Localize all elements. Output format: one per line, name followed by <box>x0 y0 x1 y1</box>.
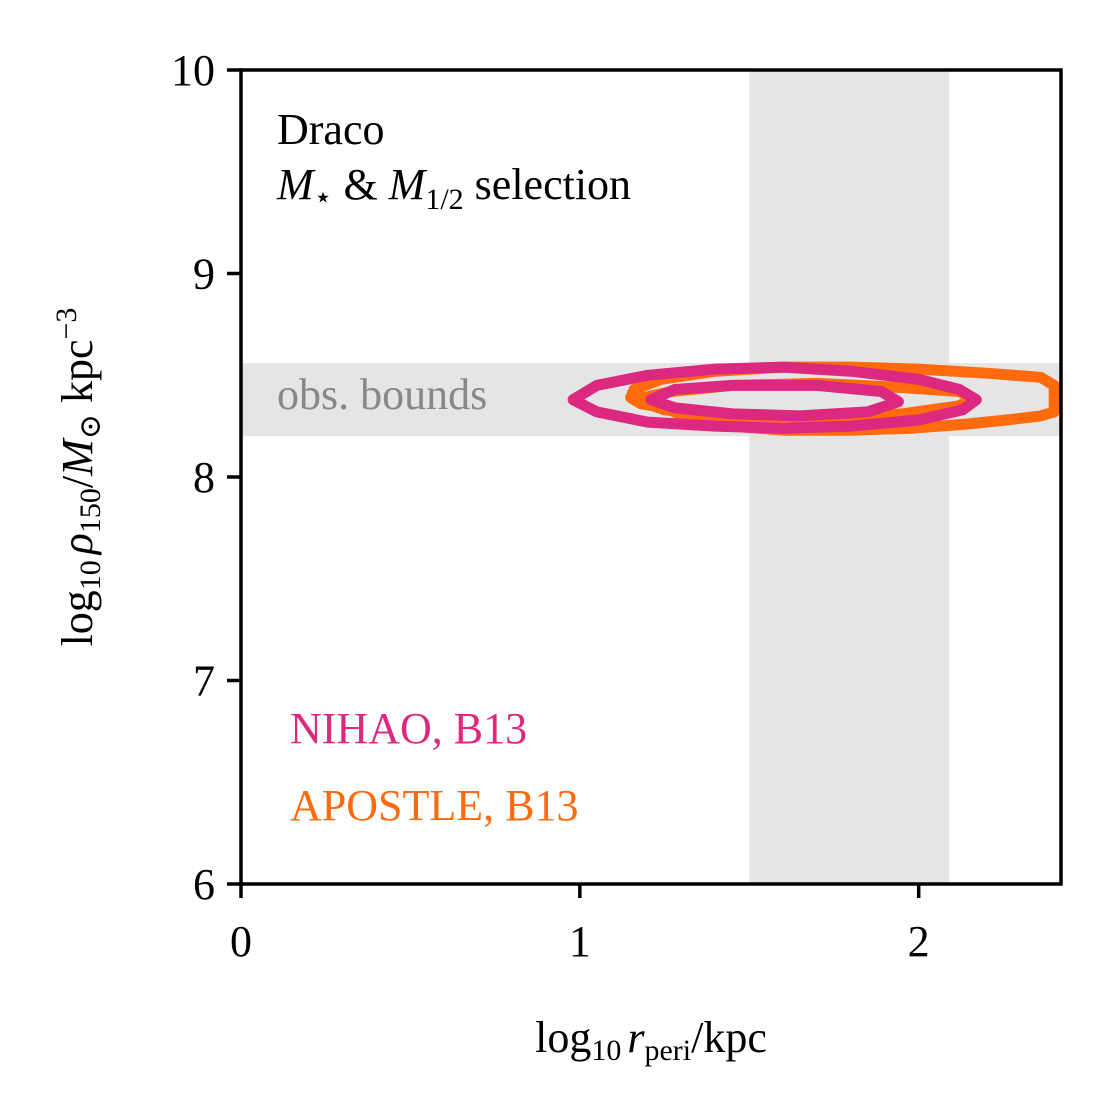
y-tick-label: 6 <box>193 860 215 909</box>
pericenter-band <box>749 70 950 884</box>
x-tick-label: 2 <box>908 917 930 966</box>
annotation-line-1: Draco <box>277 105 385 154</box>
legend-label-apostle: APOSTLE, B13 <box>290 781 578 830</box>
annotation-line-2: M⋆ & M1/2 selection <box>276 160 631 216</box>
legend-label-nihao: NIHAO, B13 <box>290 704 527 753</box>
y-tick-label: 9 <box>193 250 215 299</box>
contour-1-1 <box>645 379 904 422</box>
y-axis-label: log10ρ150/M⊙ kpc−3 <box>50 308 107 647</box>
x-axis-label: log10 rperi/kpc <box>535 1013 767 1067</box>
x-axis-ticks: 0 1 2 <box>230 884 930 966</box>
y-tick-label: 10 <box>171 46 215 95</box>
series-nihao-b13 <box>567 361 982 434</box>
obs-bounds-label: obs. bounds <box>277 370 487 419</box>
y-axis-ticks: 6 7 8 9 10 <box>171 46 241 909</box>
contour-1-0 <box>567 361 982 434</box>
series-contours <box>567 361 1060 436</box>
shaded-regions <box>241 70 1061 884</box>
y-tick-label: 8 <box>193 453 215 502</box>
x-tick-label: 1 <box>569 917 591 966</box>
y-tick-label: 7 <box>193 657 215 706</box>
x-tick-label: 0 <box>230 917 252 966</box>
